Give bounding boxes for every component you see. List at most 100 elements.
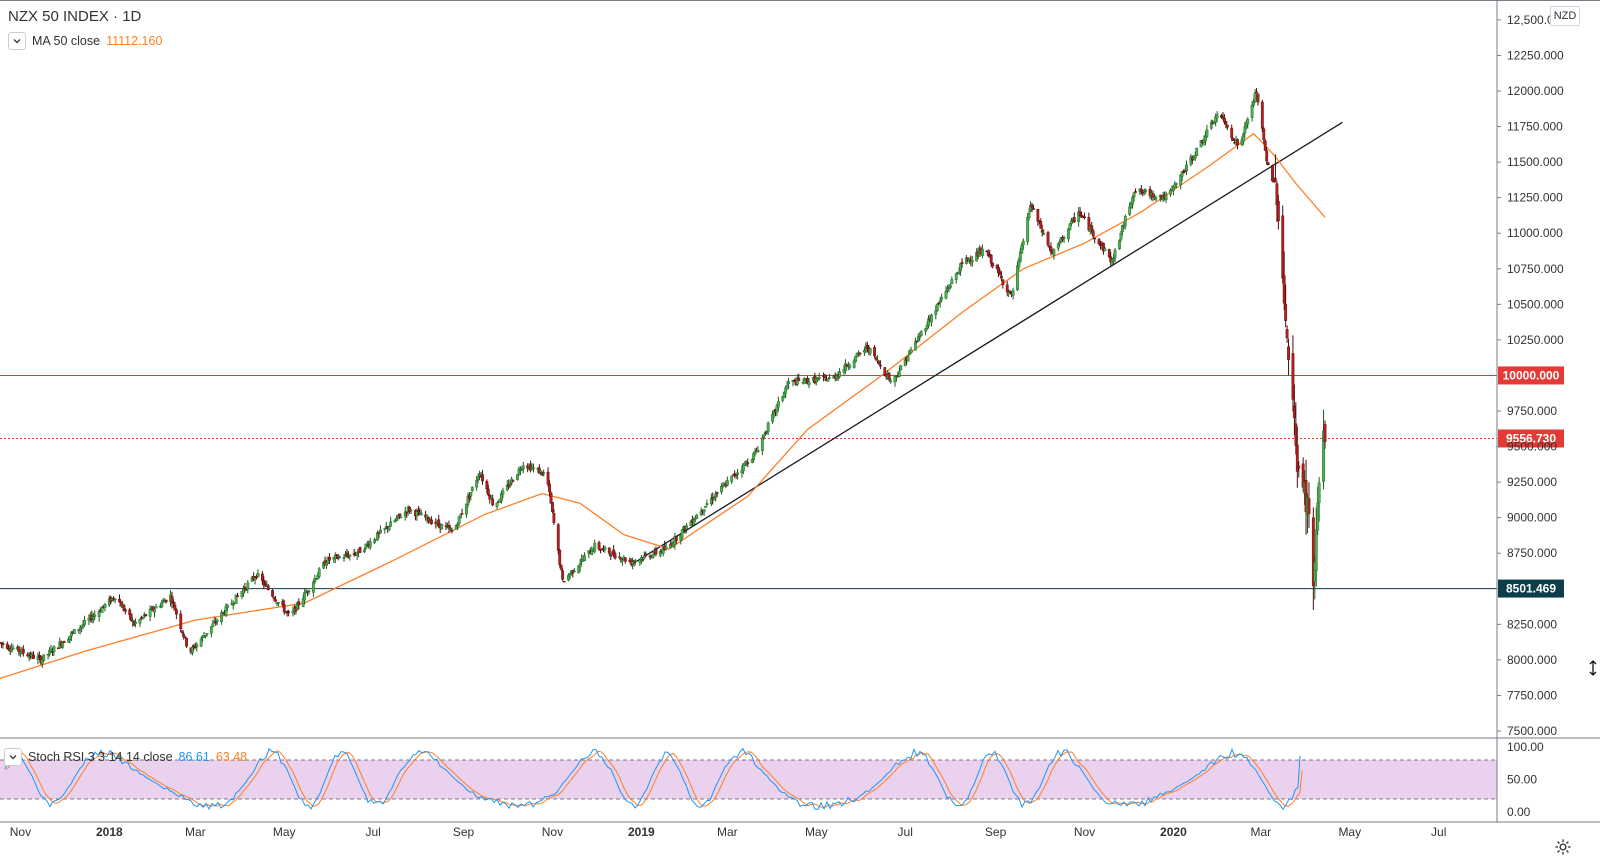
- candle-body: [1182, 171, 1186, 174]
- candle-body: [981, 248, 984, 256]
- candle-body: [1179, 174, 1183, 186]
- candle-body: [128, 609, 132, 616]
- candle-body: [256, 573, 260, 577]
- candle-body: [1307, 498, 1311, 514]
- candle-body: [328, 557, 331, 561]
- candle-body: [1246, 118, 1250, 125]
- candle-body: [854, 355, 858, 362]
- candle-body: [164, 599, 168, 603]
- candle-body: [1209, 121, 1213, 129]
- candle-body: [712, 497, 716, 501]
- candle-body: [848, 365, 852, 368]
- candle-body: [868, 348, 872, 354]
- candle-body: [1042, 233, 1046, 235]
- ma50-line: [0, 132, 1326, 680]
- y-tick-label: 12000.000: [1507, 84, 1564, 98]
- candle-body: [623, 557, 627, 562]
- candle-body: [1221, 116, 1225, 118]
- candle-body: [935, 303, 939, 311]
- candle-body: [970, 260, 974, 263]
- candle-body: [1052, 249, 1056, 256]
- candle-body: [1049, 246, 1053, 253]
- candles-layer: [0, 88, 1327, 668]
- y-tick-label: 10250.000: [1507, 333, 1564, 347]
- candle-body: [1026, 216, 1030, 242]
- candle-body: [419, 512, 423, 516]
- candle-body: [1225, 124, 1229, 128]
- candle-body: [1017, 259, 1021, 268]
- axes-layer: 12,500.00012250.00012000.00011750.000115…: [0, 0, 1600, 839]
- candle-body: [807, 381, 811, 386]
- candle-body: [83, 620, 86, 625]
- candle-body: [1134, 191, 1137, 193]
- candle-body: [1103, 248, 1107, 252]
- candle-body: [704, 505, 707, 508]
- candle-body: [153, 609, 156, 613]
- stoch-collapse-button[interactable]: [4, 748, 22, 766]
- candle-body: [940, 297, 944, 300]
- candle-body: [715, 492, 719, 494]
- candle-body: [470, 486, 474, 491]
- candle-body: [67, 639, 70, 643]
- candle-body: [465, 503, 468, 515]
- ma-legend: MA 50 close 11112.160: [8, 32, 162, 50]
- candle-body: [578, 563, 582, 568]
- gear-icon[interactable]: [1554, 838, 1572, 856]
- candle-body: [680, 529, 684, 538]
- x-tick-label: 2019: [628, 825, 655, 839]
- candle-body: [1317, 482, 1321, 504]
- candle-body: [253, 577, 257, 580]
- candle-body: [7, 647, 11, 650]
- candle-body: [1016, 265, 1019, 291]
- candle-body: [762, 434, 766, 438]
- stoch-legend: Stoch RSI 3 3 14 14 close 86.61 63.48: [4, 748, 247, 766]
- candle-body: [224, 606, 228, 617]
- candle-body: [61, 642, 65, 648]
- candle-body: [1205, 129, 1209, 137]
- candle-body: [11, 647, 15, 650]
- currency-badge[interactable]: NZD: [1550, 6, 1580, 26]
- stoch-label: Stoch RSI 3 3 14 14 close: [28, 750, 173, 764]
- candle-body: [827, 377, 831, 379]
- candle-body: [1097, 239, 1101, 245]
- ma-collapse-button[interactable]: [8, 32, 26, 50]
- chevron-down-icon: [9, 755, 17, 760]
- candle-body: [1118, 240, 1121, 250]
- y-tick-label: 8250.000: [1507, 617, 1557, 631]
- candle-body: [720, 485, 723, 493]
- candle-body: [100, 607, 104, 613]
- candle-body: [1020, 244, 1024, 254]
- candle-body: [590, 550, 594, 556]
- candle-body: [692, 519, 696, 525]
- candle-body: [785, 385, 789, 390]
- candle-body: [173, 604, 177, 611]
- candle-body: [989, 254, 993, 264]
- candle-body: [852, 360, 856, 368]
- candle-body: [517, 468, 521, 474]
- candle-body: [303, 592, 307, 601]
- x-tick-label: Jul: [365, 825, 380, 839]
- candle-body: [123, 609, 127, 612]
- candle-body: [1131, 197, 1134, 205]
- candle-body: [1281, 215, 1285, 279]
- candle-body: [70, 632, 73, 637]
- candle-body: [561, 570, 565, 580]
- chevron-down-icon: [13, 39, 21, 44]
- x-tick-label: Jul: [898, 825, 913, 839]
- candle-body: [185, 638, 188, 647]
- candle-body: [879, 364, 882, 367]
- x-tick-label: Sep: [985, 825, 1007, 839]
- candle-body: [919, 331, 923, 336]
- trendline: [630, 121, 1343, 566]
- candle-body: [148, 608, 152, 617]
- candle-body: [348, 554, 352, 557]
- candle-body: [1230, 127, 1234, 138]
- candle-body: [134, 622, 137, 624]
- stoch-k-value: 86.61: [178, 750, 210, 764]
- candle-body: [685, 525, 688, 530]
- candle-body: [335, 554, 339, 557]
- candle-body: [508, 483, 512, 486]
- candle-body: [199, 638, 203, 647]
- candle-body: [363, 549, 366, 552]
